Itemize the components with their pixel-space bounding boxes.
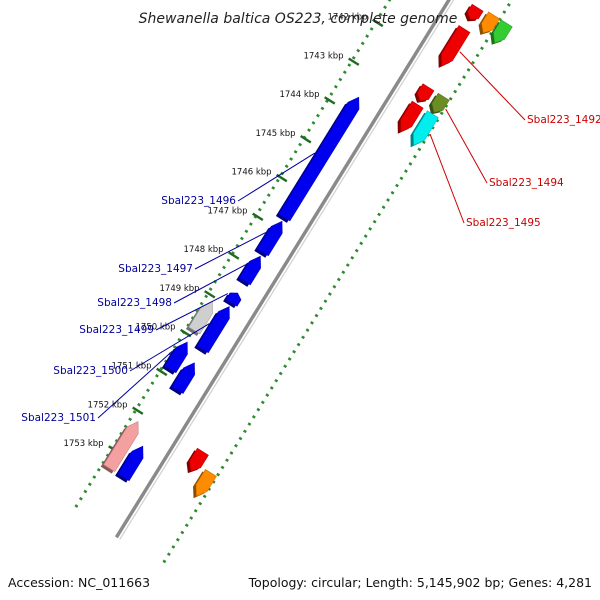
tick-label: 1747 kbp bbox=[208, 206, 248, 216]
tick-label: 1746 kbp bbox=[232, 168, 272, 178]
gene-body bbox=[164, 341, 188, 374]
gene-labels: Sbal223_1492 Sbal223_1494 Sbal223_1495 Sbal… bbox=[21, 51, 600, 424]
gene-body bbox=[413, 110, 439, 146]
gene-minus-bot-pink[interactable] bbox=[100, 421, 139, 474]
gene-body bbox=[431, 92, 450, 113]
leader-line bbox=[237, 152, 316, 202]
gene-label[interactable]: Sbal223_1495 bbox=[466, 217, 541, 229]
leader-line bbox=[155, 293, 229, 331]
gene-label[interactable]: Sbal223_1494 bbox=[489, 177, 564, 189]
gene-plus-top-orange[interactable] bbox=[478, 11, 500, 35]
leader-line bbox=[429, 133, 465, 224]
gene-body bbox=[481, 11, 500, 34]
gene-body bbox=[441, 25, 471, 67]
gene-minus-gray[interactable] bbox=[185, 300, 213, 336]
tick-label: 1753 kbp bbox=[64, 439, 104, 449]
gene-body bbox=[417, 83, 435, 102]
leader-line bbox=[97, 351, 173, 419]
tick-mark bbox=[347, 57, 360, 66]
gene-label[interactable]: Sbal223_1499 bbox=[79, 324, 154, 336]
tick-label: 1751 kbp bbox=[112, 361, 152, 371]
gene-label[interactable]: Sbal223_1498 bbox=[97, 297, 172, 309]
tick-label: 1752 kbp bbox=[88, 400, 128, 410]
tick-label: 1743 kbp bbox=[303, 51, 343, 61]
leader-line bbox=[445, 108, 488, 184]
gene-gene-1499[interactable] bbox=[223, 292, 242, 309]
gene-features bbox=[100, 3, 513, 499]
gene-gene-1501[interactable] bbox=[161, 341, 188, 375]
gene-body bbox=[103, 421, 139, 473]
tick-mark bbox=[132, 406, 144, 415]
gene-minus-1502[interactable] bbox=[169, 362, 195, 396]
accession-text: Accession: NC_011663 bbox=[8, 575, 150, 590]
gene-gene-1492[interactable] bbox=[438, 25, 471, 68]
leader-line bbox=[194, 232, 266, 270]
map-title: Shewanella baltica OS223, complete genom… bbox=[139, 11, 458, 27]
gene-label[interactable]: Sbal223_1500 bbox=[53, 365, 128, 377]
gene-label[interactable]: Sbal223_1492 bbox=[527, 114, 600, 126]
leader-line bbox=[129, 323, 210, 372]
tick-mark bbox=[204, 290, 216, 299]
backbone-line-1 bbox=[114, 0, 451, 539]
tick-mark bbox=[228, 251, 240, 260]
tick-mark bbox=[300, 135, 312, 144]
gene-body bbox=[278, 96, 360, 222]
gc-content-tracks bbox=[72, 0, 514, 567]
tick-mark bbox=[371, 18, 384, 28]
gene-body bbox=[171, 362, 195, 394]
gene-plus-top-red[interactable] bbox=[464, 3, 484, 22]
gene-label[interactable]: Sbal223_1501 bbox=[21, 412, 96, 424]
gene-body bbox=[493, 19, 513, 44]
gene-gene-1500[interactable] bbox=[194, 306, 230, 355]
tick-label: 1742 kbp bbox=[327, 13, 367, 23]
gene-gene-1497[interactable] bbox=[254, 220, 283, 258]
gene-body bbox=[256, 220, 283, 257]
gene-plus-red-2[interactable] bbox=[397, 100, 424, 134]
gene-body bbox=[400, 100, 424, 133]
gene-plus-top-green[interactable] bbox=[490, 19, 513, 45]
leader-line bbox=[459, 51, 526, 121]
gene-body bbox=[467, 3, 484, 20]
gene-plus-bot-orange[interactable] bbox=[193, 469, 217, 499]
genome-backbone bbox=[114, 0, 455, 540]
backbone-line-2 bbox=[119, 0, 455, 540]
tick-mark bbox=[156, 367, 168, 377]
gene-label[interactable]: Sbal223_1496 bbox=[161, 195, 236, 207]
gene-label[interactable]: Sbal223_1497 bbox=[118, 263, 193, 275]
topology-text: Topology: circular; Length: 5,145,902 bp… bbox=[248, 575, 592, 590]
gene-gene-1494[interactable] bbox=[428, 92, 450, 115]
gene-gene-1498[interactable] bbox=[236, 255, 261, 287]
leader-line bbox=[173, 264, 247, 304]
tick-label: 1750 kbp bbox=[136, 323, 176, 333]
gc-dotted-track-2 bbox=[160, 0, 514, 567]
gene-plus-1493[interactable] bbox=[414, 83, 435, 103]
gene-body bbox=[188, 300, 213, 335]
gene-body bbox=[238, 255, 261, 286]
gene-body bbox=[196, 306, 230, 354]
gene-gene-1496[interactable] bbox=[275, 96, 360, 223]
gene-body bbox=[117, 445, 144, 482]
gene-gene-1495[interactable] bbox=[410, 110, 439, 148]
gene-plus-bot-red[interactable] bbox=[186, 447, 209, 474]
gene-body bbox=[225, 292, 242, 307]
tick-label: 1748 kbp bbox=[184, 245, 224, 255]
tick-label: 1744 kbp bbox=[280, 90, 320, 100]
tick-mark bbox=[324, 96, 336, 105]
tick-label: 1745 kbp bbox=[256, 129, 296, 139]
tick-mark bbox=[252, 212, 264, 221]
gene-body bbox=[195, 469, 217, 497]
tick-label: 1749 kbp bbox=[160, 284, 200, 294]
gene-body bbox=[189, 447, 209, 472]
gene-minus-bot-blue[interactable] bbox=[115, 445, 144, 483]
